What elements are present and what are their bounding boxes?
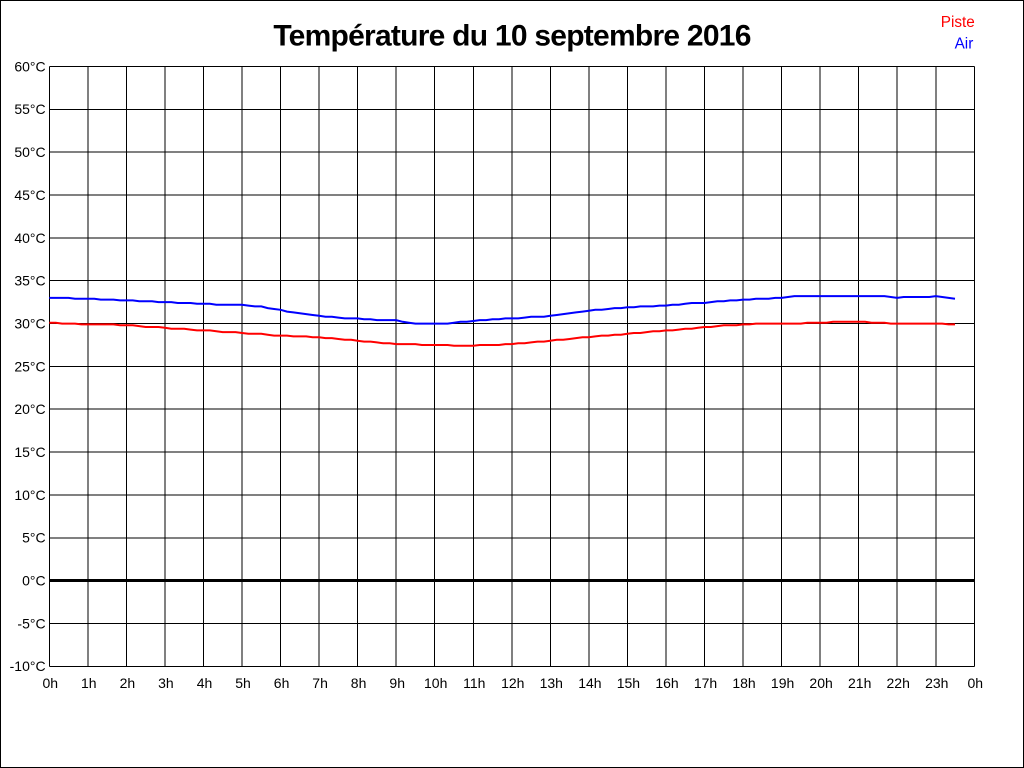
svg-text:1h: 1h <box>81 675 97 691</box>
svg-text:0h: 0h <box>43 675 59 691</box>
svg-text:-5°C: -5°C <box>17 615 45 631</box>
svg-text:23h: 23h <box>925 675 948 691</box>
svg-text:35°C: 35°C <box>14 273 45 289</box>
svg-text:60°C: 60°C <box>14 58 45 74</box>
svg-text:55°C: 55°C <box>14 101 45 117</box>
svg-text:14h: 14h <box>578 675 601 691</box>
svg-text:2h: 2h <box>120 675 136 691</box>
svg-text:0°C: 0°C <box>22 573 46 589</box>
svg-text:7h: 7h <box>312 675 328 691</box>
svg-text:-10°C: -10°C <box>10 658 46 674</box>
svg-text:50°C: 50°C <box>14 144 45 160</box>
svg-text:20h: 20h <box>809 675 832 691</box>
svg-text:15h: 15h <box>617 675 640 691</box>
svg-text:10°C: 10°C <box>14 487 45 503</box>
svg-text:Air: Air <box>955 36 974 53</box>
svg-text:Piste: Piste <box>941 14 975 31</box>
svg-text:16h: 16h <box>655 675 678 691</box>
svg-text:21h: 21h <box>848 675 871 691</box>
svg-text:3h: 3h <box>158 675 174 691</box>
svg-text:10h: 10h <box>424 675 447 691</box>
svg-text:20°C: 20°C <box>14 401 45 417</box>
svg-text:40°C: 40°C <box>14 230 45 246</box>
svg-text:18h: 18h <box>732 675 755 691</box>
svg-text:25°C: 25°C <box>14 358 45 374</box>
svg-text:17h: 17h <box>694 675 717 691</box>
svg-text:8h: 8h <box>351 675 367 691</box>
svg-text:9h: 9h <box>389 675 405 691</box>
svg-text:Température du 10 septembre 20: Température du 10 septembre 2016 <box>273 20 750 53</box>
svg-text:11h: 11h <box>463 675 485 691</box>
svg-text:4h: 4h <box>197 675 213 691</box>
svg-text:13h: 13h <box>540 675 563 691</box>
svg-text:0h: 0h <box>968 675 984 691</box>
svg-text:19h: 19h <box>771 675 794 691</box>
svg-text:30°C: 30°C <box>14 316 45 332</box>
svg-text:5h: 5h <box>235 675 251 691</box>
svg-text:15°C: 15°C <box>14 444 45 460</box>
svg-text:12h: 12h <box>501 675 524 691</box>
svg-text:45°C: 45°C <box>14 187 45 203</box>
svg-text:5°C: 5°C <box>22 530 46 546</box>
svg-text:22h: 22h <box>887 675 910 691</box>
svg-text:6h: 6h <box>274 675 290 691</box>
